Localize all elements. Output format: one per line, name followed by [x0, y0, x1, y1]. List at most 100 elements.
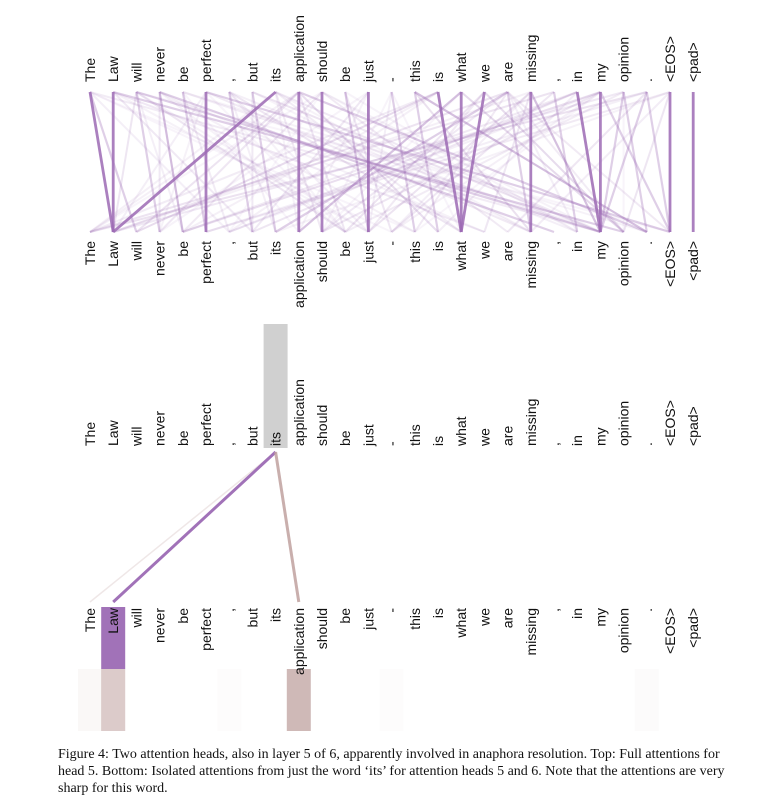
medium-attention-edge — [599, 91, 671, 233]
faint-attention-edge — [367, 91, 393, 233]
bottom-source-token-just-12: just — [360, 424, 376, 447]
bottom-source-token-the-0: The — [82, 422, 98, 446]
faint-attention-edge — [135, 91, 300, 233]
bottom-target-token-punct-6: , — [221, 608, 237, 612]
faint-attention-edge — [321, 91, 393, 233]
bottom-source-token-be-4: be — [175, 430, 191, 446]
bottom-source-token-my-22: my — [592, 427, 608, 446]
bottom-source-token-punct-13: - — [384, 441, 400, 446]
medium-attention-edge — [159, 90, 555, 234]
faint-attention-edge — [135, 91, 184, 233]
top-source-token-pad-26: <pad> — [685, 42, 701, 82]
bottom-target-token-just-12: just — [360, 608, 376, 631]
faint-attention-edge — [112, 91, 369, 233]
faint-attention-edge — [205, 91, 671, 233]
strong-attention-edge — [575, 91, 602, 233]
top-attention-lines — [88, 90, 695, 234]
medium-attention-edge — [251, 91, 277, 233]
bottom-target-token-my-22: my — [592, 608, 608, 627]
faint-attention-edge — [275, 91, 532, 233]
bottom-target-token-what-16: what — [453, 608, 469, 639]
bottom-attention-lines — [89, 450, 301, 604]
top-target-token-law-1: Law — [105, 240, 121, 267]
faint-attention-edge — [529, 91, 602, 233]
faint-attention-edge — [274, 91, 300, 233]
top-target-token-the-0: The — [82, 241, 98, 265]
faint-attention-edge — [228, 91, 439, 233]
top-source-token-opinion-23: opinion — [616, 37, 632, 82]
faint-attention-edge — [89, 91, 439, 233]
medium-attention-edge — [344, 91, 370, 233]
faint-attention-edge — [135, 91, 346, 233]
faint-attention-edge — [252, 91, 601, 233]
faint-attention-edge — [506, 91, 625, 233]
bottom-target-token-be-4: be — [175, 608, 191, 624]
top-target-token-be-11: be — [337, 241, 353, 257]
bottom-source-token-are-18: are — [500, 426, 516, 446]
top-target-token-is-15: is — [430, 241, 446, 251]
top-source-token-should-10: should — [314, 41, 330, 82]
faint-attention-edge — [182, 91, 648, 233]
medium-attention-edge — [552, 91, 579, 233]
faint-attention-edge — [135, 91, 369, 233]
top-target-token-we-17: we — [476, 241, 492, 260]
bottom-target-token-pad-26: <pad> — [685, 608, 701, 648]
faint-attention-edge — [158, 91, 300, 233]
faint-attention-edge — [483, 91, 532, 233]
top-target-token-eos-25: <EOS> — [662, 241, 678, 287]
faint-attention-edge — [275, 91, 601, 233]
bottom-source-token-this-14: this — [407, 424, 423, 446]
faint-attention-edge — [321, 91, 462, 233]
top-source-token-punct-20: , — [546, 78, 562, 82]
medium-attention-edge — [390, 91, 416, 233]
top-target-token-perfect-5: perfect — [198, 241, 214, 284]
faint-attention-edge — [158, 91, 184, 233]
head6-attention-block — [101, 669, 126, 731]
top-source-token-punct-13: - — [384, 77, 400, 82]
faint-attention-edge — [182, 91, 439, 233]
head5-attention-block — [101, 607, 126, 669]
bottom-highlights — [78, 324, 659, 731]
top-source-token-missing-19: missing — [523, 35, 539, 82]
bottom-target-token-punct-20: , — [546, 608, 562, 612]
top-source-token-is-15: is — [430, 72, 446, 82]
top-target-token-punct-24: . — [639, 241, 655, 245]
faint-attention-edge — [228, 91, 578, 233]
head6-attention-block — [217, 669, 241, 731]
faint-attention-edge — [158, 91, 207, 233]
faint-attention-edge — [298, 91, 462, 233]
figure-caption: Figure 4: Two attention heads, also in l… — [58, 747, 725, 796]
faint-attention-edge — [205, 91, 648, 233]
bottom-source-token-application-9: application — [291, 379, 307, 446]
top-source-token-law-1: Law — [105, 55, 121, 82]
bottom-target-token-never-3: never — [152, 608, 168, 643]
faint-attention-edge — [344, 91, 370, 233]
medium-attention-edge — [413, 91, 440, 233]
bottom-target-token-but-7: but — [244, 608, 260, 628]
top-target-token-my-22: my — [592, 241, 608, 260]
head6-attention-block — [634, 669, 659, 731]
bottom-source-token-punct-24: . — [639, 442, 655, 446]
top-target-token-missing-19: missing — [523, 241, 539, 288]
bottom-target-token-are-18: are — [500, 608, 516, 628]
bottom-source-token-we-17: we — [476, 428, 492, 447]
bottom-source-token-pad-26: <pad> — [685, 406, 701, 446]
top-source-token-we-17: we — [476, 64, 492, 83]
bottom-target-token-opinion-23: opinion — [616, 608, 632, 653]
medium-attention-edge — [275, 91, 509, 233]
faint-attention-edge — [228, 91, 601, 233]
faint-attention-edge — [135, 91, 439, 233]
bottom-source-token-should-10: should — [314, 405, 330, 446]
top-source-token-the-0: The — [82, 58, 98, 82]
top-source-token-are-18: are — [500, 62, 516, 82]
bottom-source-token-but-7: but — [244, 426, 260, 446]
faint-attention-edge — [158, 91, 346, 233]
faint-attention-edge — [321, 91, 509, 233]
top-target-token-punct-6: , — [221, 241, 237, 245]
faint-attention-edge — [228, 91, 578, 233]
faint-attention-edge — [414, 91, 602, 233]
top-source-token-punct-24: . — [639, 78, 655, 82]
faint-attention-edge — [228, 91, 277, 233]
bottom-target-token-be-11: be — [337, 608, 353, 624]
top-source-tokens: The Law will never be perfect, but its applicati… — [82, 15, 701, 83]
